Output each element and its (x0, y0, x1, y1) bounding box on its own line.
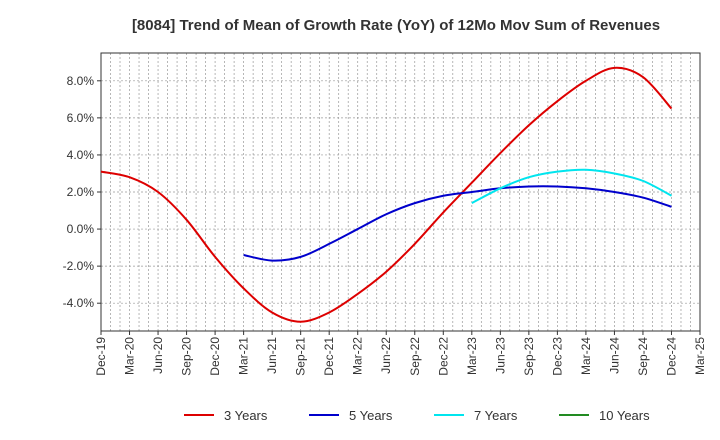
x-tick-label: Dec-20 (208, 337, 222, 376)
y-tick-label: 6.0% (67, 111, 95, 125)
x-tick-label: Sep-22 (408, 337, 422, 376)
y-tick-label: 8.0% (67, 74, 95, 88)
chart-title: [8084] Trend of Mean of Growth Rate (YoY… (132, 17, 660, 34)
x-tick-label: Sep-20 (180, 337, 194, 376)
x-tick-label: Mar-22 (351, 337, 365, 375)
x-tick-label: Mar-23 (465, 337, 479, 375)
x-tick-label: Dec-22 (436, 337, 450, 376)
y-tick-label: 2.0% (67, 185, 95, 199)
legend-label-7-years: 7 Years (474, 408, 518, 423)
series-line-7-years (471, 168, 672, 205)
x-tick-label: Jun-24 (607, 337, 621, 374)
x-tick-label: Mar-25 (693, 337, 707, 375)
x-tick-label: Dec-24 (664, 337, 678, 376)
x-tick-label: Jun-20 (151, 337, 165, 374)
y-tick-label: -2.0% (63, 259, 95, 273)
y-tick-label: -4.0% (63, 296, 95, 310)
legend-label-10-years: 10 Years (599, 408, 650, 423)
y-tick-label: 4.0% (67, 148, 95, 162)
x-tick-label: Dec-21 (322, 337, 336, 376)
x-tick-label: Sep-24 (636, 337, 650, 376)
x-tick-label: Dec-23 (550, 337, 564, 376)
x-tick-label: Dec-19 (94, 337, 108, 376)
y-tick-label: 0.0% (67, 222, 95, 236)
x-tick-label: Jun-22 (379, 337, 393, 374)
legend-label-3-years: 3 Years (224, 408, 268, 423)
x-tick-label: Jun-23 (493, 337, 507, 374)
series-lines (100, 66, 673, 323)
x-tick-label: Sep-23 (522, 337, 536, 376)
x-tick-label: Mar-24 (579, 337, 593, 375)
axes: -4.0% -2.0% 0.0% 2.0% 4.0% 6.0% 8.0% Dec-19 Mar-… (63, 52, 707, 376)
x-tick-label: Jun-21 (265, 337, 279, 374)
x-tick-label: Sep-21 (294, 337, 308, 376)
x-tick-label: Mar-20 (123, 337, 137, 375)
x-tick-label: Mar-21 (237, 337, 251, 375)
legend-label-5-years: 5 Years (349, 408, 393, 423)
series-line-5-years (243, 185, 672, 262)
legend: 3 Years 5 Years 7 Years 10 Years (184, 408, 650, 423)
series-line-3-years (100, 66, 673, 323)
